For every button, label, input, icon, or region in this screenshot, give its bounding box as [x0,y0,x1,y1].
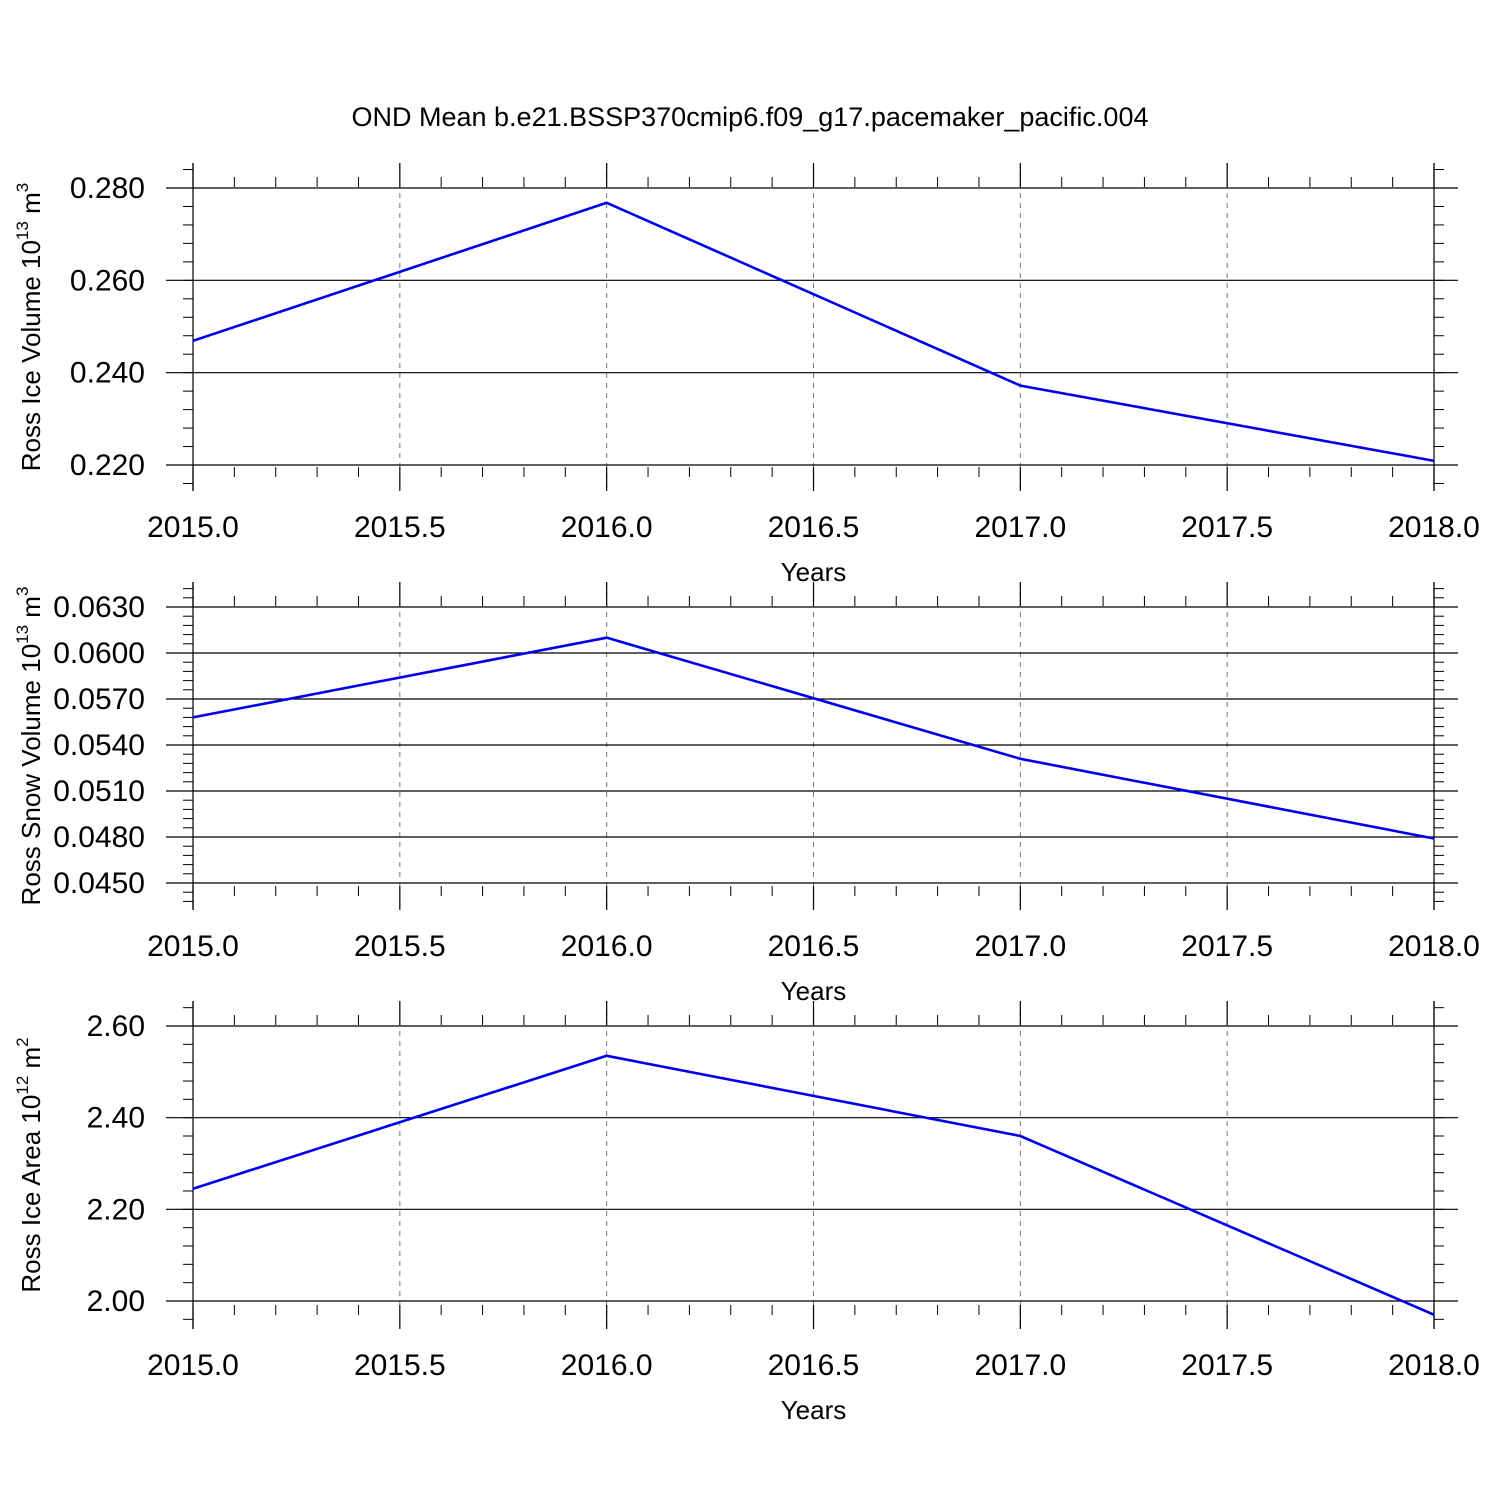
data-point [1019,1135,1021,1137]
x-tick-label: 2017.0 [974,511,1066,544]
y-tick-label: 2.60 [87,1010,145,1043]
series-line [192,1054,1435,1316]
y-tick-label: 0.0480 [53,821,145,854]
x-tick-label: 2018.0 [1388,1349,1480,1382]
x-tick-label: 2016.5 [768,511,860,544]
y-tick-label: 0.0630 [53,591,145,624]
y-tick-label: 2.00 [87,1285,145,1318]
y-tick-label: 0.280 [70,172,145,205]
chart-panels: 0.220 0.240 0.260 0.280 2015.0 2015.5 2016.0 20… [13,163,1480,1425]
data-point [192,716,194,718]
data-point [1433,1314,1435,1316]
data-point [606,1055,608,1057]
panel-3: 2.00 2.20 2.40 2.60 2015.0 2015.5 2016.0 2016.5… [13,1001,1480,1425]
panel-2: 0.0450 0.0480 0.0510 0.0540 0.0570 0.0600 0.06… [13,582,1480,1006]
series-line [192,201,1435,463]
y-tick-label: 0.220 [70,449,145,482]
x-tick-label: 2015.0 [147,930,239,963]
data-point [1019,385,1021,387]
x-tick-label: 2015.0 [147,1349,239,1382]
x-tick-label: 2018.0 [1388,511,1480,544]
data-point [1433,460,1435,462]
y-tick-label: 0.0600 [53,637,145,670]
y-tick-label: 0.260 [70,264,145,297]
data-point [1019,758,1021,760]
x-tick-label: 2016.0 [561,1349,653,1382]
y-tick-label: 0.0570 [53,683,145,716]
x-tick-label: 2015.5 [354,1349,446,1382]
x-tick-label: 2016.0 [561,511,653,544]
series-line [192,636,1435,840]
x-tick-label: 2016.5 [768,930,860,963]
x-tick-label: 2017.0 [974,930,1066,963]
x-tick-label: 2017.5 [1181,511,1273,544]
x-tick-label: 2017.5 [1181,930,1273,963]
x-tick-label: 2017.0 [974,1349,1066,1382]
x-axis-label: Years [781,1395,847,1425]
x-tick-label: 2015.5 [354,511,446,544]
x-tick-label: 2015.5 [354,930,446,963]
y-axis-label: Ross Snow Volume 1013 m3 [13,587,46,906]
y-tick-label: 0.0540 [53,729,145,762]
x-tick-label: 2018.0 [1388,930,1480,963]
data-point [192,340,194,342]
y-tick-label: 2.20 [87,1193,145,1226]
y-tick-label: 0.0510 [53,775,145,808]
data-point [1433,838,1435,840]
y-tick-label: 2.40 [87,1102,145,1135]
data-point [606,202,608,204]
data-point [606,637,608,639]
y-axis-label: Ross Ice Area 1012 m2 [13,1037,46,1292]
x-tick-label: 2015.0 [147,511,239,544]
panel-1: 0.220 0.240 0.260 0.280 2015.0 2015.5 2016.0 20… [13,163,1480,587]
y-tick-label: 0.240 [70,357,145,390]
y-tick-label: 0.0450 [53,867,145,900]
x-tick-label: 2016.0 [561,930,653,963]
x-tick-label: 2016.5 [768,1349,860,1382]
x-tick-label: 2017.5 [1181,1349,1273,1382]
y-axis-label: Ross Ice Volume 1013 m3 [13,183,46,472]
data-point [192,1188,194,1190]
chart-title: OND Mean b.e21.BSSP370cmip6.f09_g17.pace… [352,102,1149,132]
